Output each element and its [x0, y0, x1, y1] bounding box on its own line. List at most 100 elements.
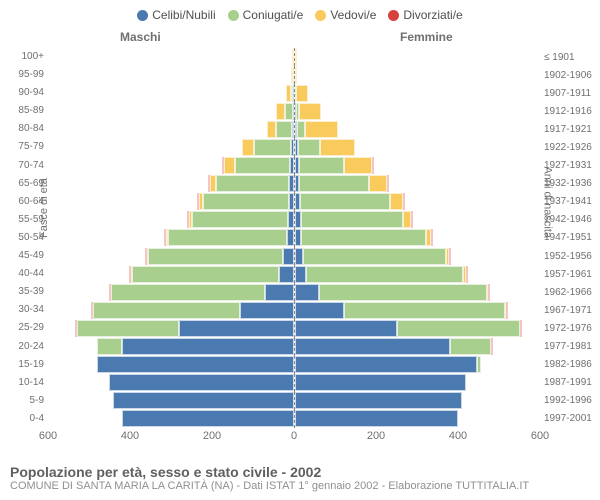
legend-swatch — [315, 10, 326, 21]
y-right-label: 1997-2001 — [544, 410, 600, 428]
female-half — [295, 102, 541, 120]
bar-divorced — [411, 211, 413, 228]
bar-single — [109, 374, 293, 391]
x-tick: 400 — [449, 430, 467, 442]
table-row: 95-991902-1906 — [48, 66, 540, 84]
table-row: 15-191982-1986 — [48, 356, 540, 374]
y-left-label: 80-84 — [0, 120, 44, 138]
bar-single — [295, 284, 320, 301]
x-tick: 400 — [121, 430, 139, 442]
bar-widowed — [296, 85, 308, 102]
legend-item: Vedovi/e — [315, 8, 376, 22]
female-half — [295, 265, 541, 283]
bar-married — [216, 175, 290, 192]
y-right-label: 1957-1961 — [544, 265, 600, 283]
bar-married — [132, 266, 279, 283]
bar-widowed — [267, 121, 275, 138]
bar-widowed — [224, 157, 235, 174]
y-left-label: 70-74 — [0, 157, 44, 175]
female-header: Femmine — [400, 30, 453, 44]
female-half — [295, 157, 541, 175]
bar-married — [299, 175, 369, 192]
bar-married — [254, 139, 291, 156]
legend-label: Vedovi/e — [330, 8, 376, 22]
legend-label: Divorziati/e — [403, 8, 462, 22]
table-row: 35-391962-1966 — [48, 283, 540, 301]
bar-married — [77, 320, 179, 337]
y-right-label: 1937-1941 — [544, 193, 600, 211]
bar-divorced — [431, 229, 433, 246]
legend-label: Celibi/Nubili — [152, 8, 215, 22]
male-header: Maschi — [120, 30, 161, 44]
y-right-label: 1967-1971 — [544, 301, 600, 319]
y-right-label: 1962-1966 — [544, 283, 600, 301]
female-half — [295, 374, 541, 392]
bar-married — [306, 266, 464, 283]
table-row: 70-741927-1931 — [48, 157, 540, 175]
y-left-label: 95-99 — [0, 66, 44, 84]
male-half — [48, 229, 295, 247]
bar-widowed — [299, 103, 322, 120]
y-right-label: 1987-1991 — [544, 374, 600, 392]
y-left-label: 45-49 — [0, 247, 44, 265]
bar-married — [299, 157, 344, 174]
bar-married — [303, 248, 446, 265]
bar-married — [148, 248, 283, 265]
y-right-label: 1942-1946 — [544, 211, 600, 229]
bar-single — [295, 320, 397, 337]
y-left-label: 15-19 — [0, 356, 44, 374]
bar-single — [122, 410, 294, 427]
y-right-label: 1947-1951 — [544, 229, 600, 247]
bar-single — [295, 392, 463, 409]
bar-widowed — [369, 175, 387, 192]
bar-divorced — [520, 320, 522, 337]
bar-married — [450, 338, 491, 355]
bar-widowed — [295, 67, 297, 84]
y-left-label: 50-54 — [0, 229, 44, 247]
female-half — [295, 356, 541, 374]
table-row: 65-691932-1936 — [48, 175, 540, 193]
male-half — [48, 301, 295, 319]
female-half — [295, 193, 541, 211]
female-half — [295, 229, 541, 247]
table-row: 25-291972-1976 — [48, 319, 540, 337]
table-row: 45-491952-1956 — [48, 247, 540, 265]
female-half — [295, 247, 541, 265]
bar-single — [287, 229, 294, 246]
bar-divorced — [372, 157, 374, 174]
female-half — [295, 66, 541, 84]
bar-single — [290, 157, 293, 174]
bar-single — [295, 266, 306, 283]
bar-widowed — [291, 67, 293, 84]
table-row: 85-891912-1916 — [48, 102, 540, 120]
bar-married — [301, 211, 403, 228]
bar-single — [295, 374, 467, 391]
bar-divorced — [387, 175, 389, 192]
x-tick: 200 — [367, 430, 385, 442]
bar-widowed — [276, 103, 284, 120]
bar-widowed — [210, 175, 216, 192]
female-half — [295, 138, 541, 156]
female-half — [295, 84, 541, 102]
y-left-label: 100+ — [0, 48, 44, 66]
bar-married — [319, 284, 487, 301]
y-left-label: 75-79 — [0, 138, 44, 156]
y-left-label: 5-9 — [0, 392, 44, 410]
bar-married — [397, 320, 520, 337]
y-right-label: 1977-1981 — [544, 338, 600, 356]
bar-married — [235, 157, 290, 174]
bar-single — [283, 248, 293, 265]
legend-label: Coniugati/e — [243, 8, 304, 22]
male-half — [48, 374, 295, 392]
bar-widowed — [242, 139, 254, 156]
bar-single — [289, 193, 294, 210]
bar-widowed — [320, 139, 355, 156]
y-right-label: 1932-1936 — [544, 175, 600, 193]
bar-married — [192, 211, 288, 228]
bar-divorced — [187, 211, 189, 228]
bar-widowed — [390, 193, 402, 210]
bar-divorced — [488, 284, 490, 301]
bar-married — [168, 229, 287, 246]
y-right-label: 1982-1986 — [544, 356, 600, 374]
bar-divorced — [109, 284, 111, 301]
